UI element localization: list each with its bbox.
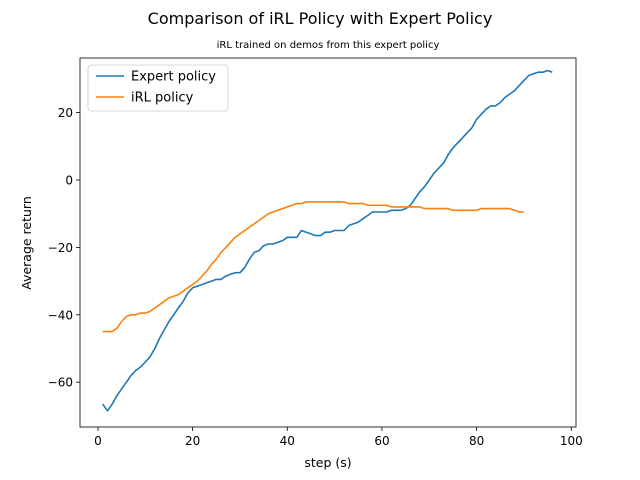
series-line-expert-policy bbox=[102, 69, 553, 412]
x-tick-label: 40 bbox=[280, 434, 295, 448]
series-line-irl-policy bbox=[102, 201, 524, 333]
y-axis-label: Average return bbox=[19, 196, 34, 290]
legend-label: iRL policy bbox=[131, 91, 194, 106]
x-tick-label: 100 bbox=[560, 434, 583, 448]
x-tick-label: 0 bbox=[94, 434, 102, 448]
chart-subtitle: iRL trained on demos from this expert po… bbox=[217, 40, 440, 51]
x-axis-label: step (s) bbox=[304, 455, 351, 470]
y-tick-label: −20 bbox=[48, 241, 73, 255]
x-tick-label: 20 bbox=[185, 434, 200, 448]
plot-area: 0 20 40 60 80 100 −60 −40 −20 0 20 bbox=[48, 57, 583, 448]
chart-title: Comparison of iRL Policy with Expert Pol… bbox=[148, 9, 493, 28]
y-tick-label: −40 bbox=[48, 308, 73, 322]
axes-frame bbox=[79, 57, 577, 428]
legend-label: Expert policy bbox=[131, 70, 216, 85]
y-tick-label: 0 bbox=[65, 173, 73, 187]
legend: Expert policy iRL policy bbox=[87, 64, 229, 112]
y-tick-label: 20 bbox=[58, 106, 73, 120]
y-tick-label: −60 bbox=[48, 376, 73, 390]
x-tick-label: 80 bbox=[469, 434, 484, 448]
x-tick-label: 60 bbox=[374, 434, 389, 448]
